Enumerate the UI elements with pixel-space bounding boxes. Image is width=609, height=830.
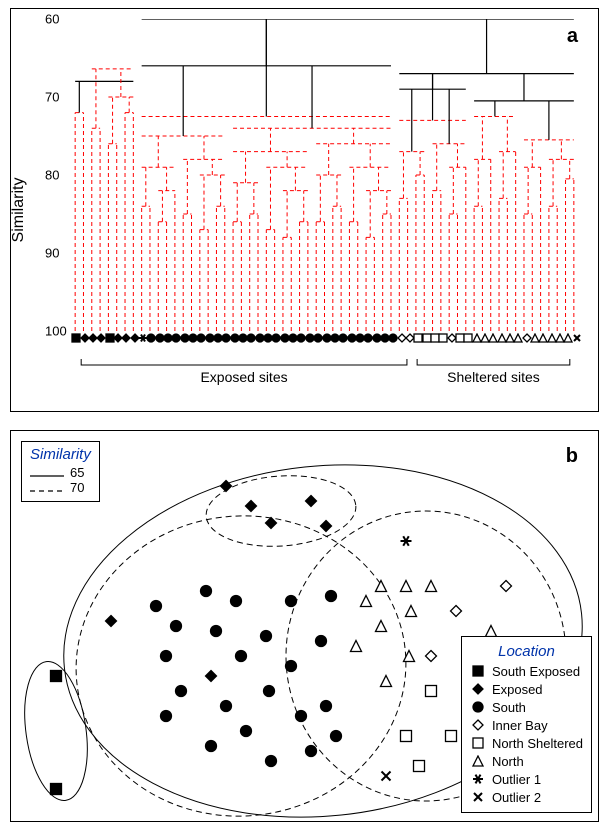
scatter-point — [206, 741, 217, 752]
south-icon — [470, 699, 486, 715]
exposed-icon — [470, 681, 486, 697]
scatter-point — [406, 606, 417, 617]
scatter-point — [306, 496, 317, 507]
scatter-point — [486, 626, 497, 637]
outlier1-icon — [470, 771, 486, 787]
scatter-point — [201, 586, 212, 597]
scatter-point — [236, 651, 247, 662]
scatter-point — [381, 676, 392, 687]
scatter-point — [206, 671, 217, 682]
north-icon — [470, 753, 486, 769]
scatter-point — [51, 671, 62, 682]
location-legend-row: South Exposed — [470, 662, 583, 680]
location-legend-row: Exposed — [470, 680, 583, 698]
panel-b: b Similarity 6570 Location South Exposed… — [10, 430, 599, 822]
scatter-point — [246, 501, 257, 512]
scatter-point — [382, 772, 391, 781]
similarity-legend-row: 70 — [30, 480, 91, 495]
scatter-point — [171, 621, 182, 632]
scatter-point — [316, 636, 327, 647]
scatter-point — [211, 626, 222, 637]
scatter-point — [321, 701, 332, 712]
leaf-marker — [572, 333, 582, 343]
group-brackets: Exposed sitesSheltered sites — [71, 359, 578, 389]
scatter-point — [296, 711, 307, 722]
scatter-point — [376, 581, 387, 592]
location-legend-row: Outlier 2 — [470, 788, 583, 806]
scatter-point — [266, 518, 277, 529]
y-axis-label: Similarity — [10, 178, 28, 243]
ytick: 90 — [45, 246, 59, 261]
scatter-point — [361, 596, 372, 607]
ytick: 60 — [45, 12, 59, 27]
leaf-marker-row — [71, 333, 578, 351]
ytick: 100 — [45, 324, 67, 339]
scatter-point — [351, 641, 362, 652]
scatter-point — [151, 601, 162, 612]
scatter-point — [446, 731, 457, 742]
location-legend-row: Inner Bay — [470, 716, 583, 734]
location-legend-row: North — [470, 752, 583, 770]
ytick: 70 — [45, 90, 59, 105]
scatter-point — [176, 686, 187, 697]
scatter-point — [286, 596, 297, 607]
scatter-point — [306, 746, 317, 757]
scatter-point — [221, 701, 232, 712]
scatter-point — [106, 616, 117, 627]
location-legend-row: South — [470, 698, 583, 716]
scatter-point — [51, 784, 62, 795]
scatter-point — [331, 731, 342, 742]
scatter-point — [321, 521, 332, 532]
scatter-point — [426, 686, 437, 697]
scatter-point — [326, 591, 337, 602]
panel-a: a Similarity 60708090100 Exposed sitesSh… — [10, 8, 599, 412]
location-legend: Location South ExposedExposedSouthInner … — [461, 636, 592, 813]
similarity-legend: Similarity 6570 — [21, 441, 100, 502]
scatter-point — [161, 651, 172, 662]
scatter-point — [376, 621, 387, 632]
outlier2-icon — [470, 789, 486, 805]
scatter-point — [261, 631, 272, 642]
scatter-point — [264, 686, 275, 697]
scatter-point — [401, 731, 412, 742]
similarity-legend-title: Similarity — [30, 446, 91, 463]
location-legend-title: Location — [470, 643, 583, 660]
scatter-point — [266, 756, 277, 767]
location-legend-row: Outlier 1 — [470, 770, 583, 788]
scatter-point — [241, 726, 252, 737]
inner_bay-icon — [470, 717, 486, 733]
group-label: Sheltered sites — [443, 369, 543, 385]
south_exposed-icon — [470, 663, 486, 679]
scatter-point — [231, 596, 242, 607]
ytick: 80 — [45, 168, 59, 183]
scatter-point — [401, 536, 412, 546]
dendrogram-area — [71, 19, 578, 331]
scatter-point — [426, 651, 437, 662]
north_sheltered-icon — [470, 735, 486, 751]
scatter-point — [401, 581, 412, 592]
scatter-point — [286, 661, 297, 672]
scatter-point — [414, 761, 425, 772]
scatter-point — [451, 606, 462, 617]
scatter-point — [426, 581, 437, 592]
location-legend-row: North Sheltered — [470, 734, 583, 752]
scatter-point — [501, 581, 512, 592]
scatter-point — [161, 711, 172, 722]
similarity-legend-row: 65 — [30, 465, 91, 480]
